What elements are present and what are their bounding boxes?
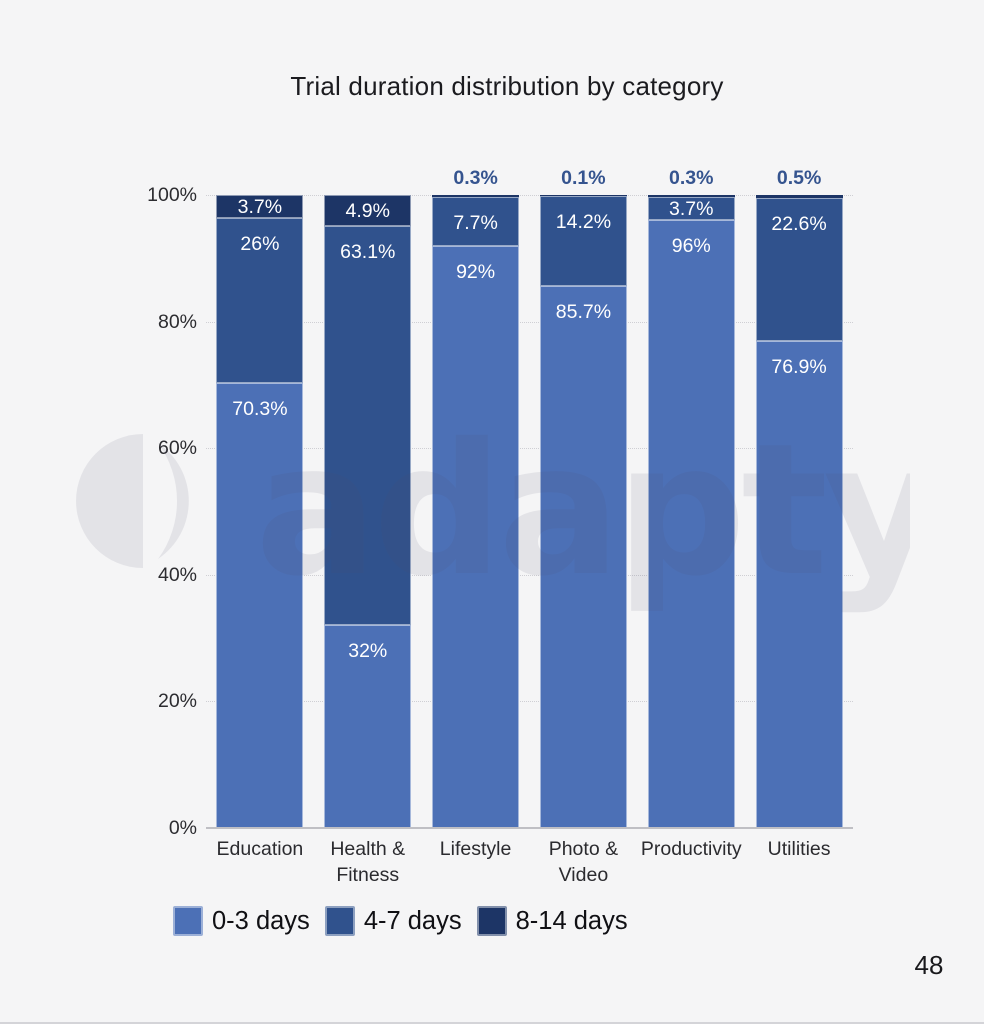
y-tick-label: 80% <box>157 310 197 333</box>
bar-segment <box>432 195 520 197</box>
category-label: Photo & Video <box>548 838 619 886</box>
category-label: Utilities <box>767 838 831 860</box>
legend-swatch-4-7-days <box>324 906 355 936</box>
bar-value-label: 76.9% <box>771 356 827 379</box>
bar-value-label: 85.7% <box>555 300 612 323</box>
above-bar-value-label: 0.1% <box>561 167 606 189</box>
gridline <box>206 448 853 450</box>
bar-segment <box>755 198 843 342</box>
y-tick-label: 60% <box>157 437 197 460</box>
legend-swatch-8-14-days <box>476 906 507 936</box>
y-tick-label: 40% <box>157 563 197 586</box>
legend-item-4-7-days: 4-7 days <box>324 906 462 936</box>
x-axis-line <box>206 827 853 829</box>
bar-segment <box>216 195 304 219</box>
bar-value-label: 3.7% <box>669 197 714 220</box>
category-label: Lifestyle <box>439 838 512 860</box>
bar-segment <box>647 196 735 221</box>
y-tick-label: 20% <box>157 690 197 713</box>
bar-segment <box>755 341 843 828</box>
bar-value-label: 63.1% <box>340 241 396 264</box>
gridline <box>206 701 853 703</box>
above-bar-value-label: 0.3% <box>669 167 714 189</box>
bar-value-label: 32% <box>348 640 388 663</box>
bottom-border-line <box>0 1022 984 1024</box>
legend-label: 8-14 days <box>515 906 628 935</box>
bar-value-label: 92% <box>456 260 496 283</box>
bar-value-label: 7.7% <box>453 211 498 234</box>
chart-legend: 0-3 days 4-7 days 8-14 days <box>173 906 628 936</box>
gridline <box>206 321 853 323</box>
bar-segment <box>324 195 412 227</box>
bar-segment <box>539 195 627 196</box>
legend-item-8-14-days: 8-14 days <box>476 906 628 936</box>
y-tick-label: 0% <box>168 817 197 839</box>
bar-value-label: 70.3% <box>232 398 288 420</box>
bar-segment <box>539 285 627 828</box>
category-label: Health & Fitness <box>330 838 406 886</box>
above-bar-value-label: 0.5% <box>776 167 822 189</box>
chart-title: Trial duration distribution by category <box>290 71 724 101</box>
legend-swatch-0-3-days <box>173 906 203 936</box>
bar-segment <box>647 220 735 828</box>
bar-value-label: 96% <box>671 235 711 258</box>
bar-segment <box>216 218 304 383</box>
bar-segment <box>647 195 735 197</box>
bar-value-label: 14.2% <box>555 210 612 233</box>
legend-item-0-3-days: 0-3 days <box>173 906 310 936</box>
bar-segment <box>324 226 412 626</box>
gridline <box>206 574 853 576</box>
legend-label: 4-7 days <box>363 906 462 935</box>
bar-value-label: 22.6% <box>771 213 827 236</box>
bar-value-label: 26% <box>240 233 280 256</box>
above-bar-value-label: 0.3% <box>453 167 498 189</box>
bar-value-label: 3.7% <box>237 195 283 218</box>
bar-segment <box>755 195 843 199</box>
page-number: 48 <box>914 950 944 980</box>
legend-label: 0-3 days <box>212 906 310 935</box>
y-tick-label: 100% <box>147 184 197 206</box>
category-label: Education <box>216 838 304 860</box>
gridline <box>206 195 853 196</box>
category-label: Productivity <box>640 838 742 860</box>
bar-segment <box>432 196 520 246</box>
bar-value-label: 4.9% <box>345 199 390 222</box>
bar-segment <box>539 195 627 286</box>
bar-segment <box>432 245 520 828</box>
bar-segment <box>216 383 304 828</box>
